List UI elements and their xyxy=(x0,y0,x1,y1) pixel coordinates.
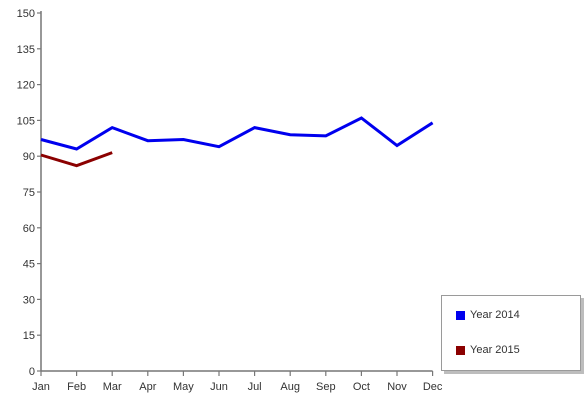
legend-label: Year 2015 xyxy=(470,344,520,356)
legend-label: Year 2014 xyxy=(470,309,520,321)
series-line-1 xyxy=(40,116,434,151)
x-tick-label: Feb xyxy=(67,381,86,393)
x-tick-label: Aug xyxy=(280,381,300,393)
x-tick-label: Jul xyxy=(248,381,262,393)
y-tick-label: 0 xyxy=(29,366,35,378)
legend-item-2: Year 2015 xyxy=(456,344,520,356)
x-tick-label: Mar xyxy=(103,381,122,393)
x-tick-label: Apr xyxy=(139,381,156,393)
legend-item-1: Year 2014 xyxy=(456,309,520,321)
legend-swatch xyxy=(456,345,465,355)
legend-swatch xyxy=(456,310,465,320)
y-tick-label: 150 xyxy=(17,8,35,20)
y-tick-label: 90 xyxy=(23,151,35,163)
x-tick-label: Jun xyxy=(210,381,228,393)
series-line-2 xyxy=(40,151,113,168)
y-tick-label: 15 xyxy=(23,330,35,342)
y-tick-label: 30 xyxy=(23,294,35,306)
x-tick-label: Sep xyxy=(316,381,336,393)
legend: Year 2014 Year 2015 xyxy=(441,295,581,371)
y-tick-label: 105 xyxy=(17,115,35,127)
x-tick-label: Jan xyxy=(32,381,50,393)
y-tick-label: 135 xyxy=(17,44,35,56)
y-tick-label: 120 xyxy=(17,80,35,92)
x-tick-label: Dec xyxy=(423,381,443,393)
y-tick-label: 45 xyxy=(23,259,35,271)
x-tick-label: May xyxy=(173,381,194,393)
x-tick-label: Nov xyxy=(387,381,407,393)
y-tick-label: 60 xyxy=(23,223,35,235)
y-tick-label: 75 xyxy=(23,187,35,199)
x-tick-label: Oct xyxy=(353,381,370,393)
